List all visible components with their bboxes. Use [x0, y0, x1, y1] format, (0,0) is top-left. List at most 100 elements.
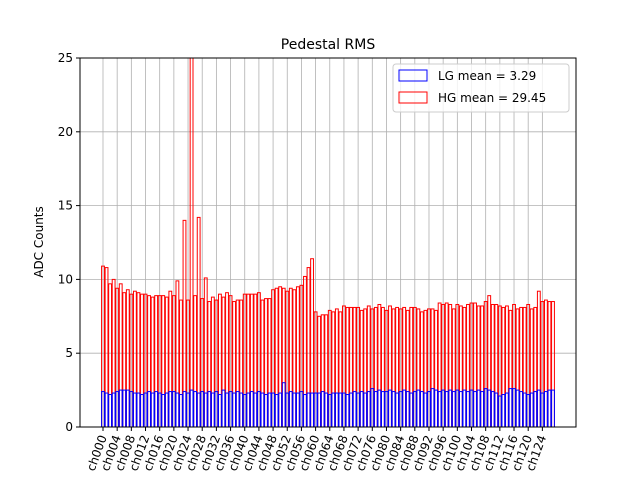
bar-lg: [434, 389, 438, 428]
bar-lg: [466, 391, 470, 428]
bar-lg: [320, 391, 325, 428]
bar-lg: [292, 392, 297, 428]
bar-lg: [310, 392, 314, 428]
y-tick-label: 5: [65, 346, 73, 360]
bar-lg: [179, 394, 183, 428]
bar-lg: [508, 388, 513, 428]
bar-lg: [473, 391, 477, 428]
bar-lg: [136, 392, 141, 428]
y-tick-label: 0: [65, 420, 73, 434]
bar-lg: [193, 391, 198, 428]
bar-lg: [487, 389, 492, 428]
y-tick-label: 15: [58, 199, 73, 213]
y-axis-ticks: 0 5 10 15 20 25: [58, 51, 80, 434]
bar-lg: [458, 391, 463, 428]
bar-lg: [419, 391, 424, 428]
legend: LG mean = 3.29 HG mean = 29.45: [392, 63, 570, 113]
bar-lg: [402, 389, 407, 428]
bar-lg: [253, 392, 258, 428]
bar-lg: [476, 389, 481, 428]
bar-lg: [260, 392, 265, 428]
bar-lg: [303, 394, 307, 428]
bar-lg: [494, 392, 499, 428]
bar-lg: [515, 389, 520, 428]
bar-lg: [161, 394, 166, 428]
bar-lg: [388, 389, 392, 428]
legend-label-hg: HG mean = 29.45: [438, 91, 546, 105]
bar-lg: [317, 392, 322, 428]
bar-lg: [140, 394, 144, 428]
bar-lg: [175, 392, 180, 428]
bar-lg: [519, 391, 524, 428]
bar-lg: [381, 391, 385, 428]
bar-lg: [543, 391, 548, 428]
bar-lg: [108, 394, 113, 428]
bar-lg: [147, 391, 151, 428]
bar-lg: [366, 391, 371, 428]
legend-swatch-lg: [398, 69, 428, 82]
bar-lg: [451, 391, 456, 428]
bar-lg: [409, 392, 414, 428]
bar-lg: [462, 389, 467, 428]
bar-lg: [338, 392, 343, 428]
bar-lg: [551, 389, 555, 428]
bar-lg: [547, 389, 552, 428]
y-axis-label: ADC Counts: [32, 206, 46, 278]
legend-swatch-hg: [398, 91, 428, 104]
y-tick-label: 20: [58, 125, 73, 139]
bar-lg: [281, 382, 286, 428]
bar-lg: [533, 391, 538, 428]
bar-lg: [395, 392, 400, 428]
chart-title: Pedestal RMS: [281, 37, 376, 53]
bar-lg: [501, 394, 506, 428]
bar-lg: [154, 391, 159, 428]
bar-lg: [196, 392, 201, 428]
bar-lg: [218, 394, 222, 428]
bar-lg: [391, 391, 396, 428]
bar-lg: [235, 391, 240, 428]
bar-lg: [377, 389, 382, 428]
y-tick-label: 25: [58, 51, 73, 65]
bar-lg: [416, 389, 421, 428]
bar-lg: [288, 391, 293, 428]
bar-lg: [444, 391, 449, 428]
bar-lg: [125, 389, 130, 428]
bar-lg: [232, 392, 237, 428]
bar-lg: [150, 392, 155, 428]
bar-lg: [334, 392, 339, 428]
bar-lg: [118, 389, 123, 428]
y-tick-label: 10: [58, 272, 73, 286]
bar-lg: [448, 389, 453, 428]
bar-lg: [210, 392, 215, 428]
bar-lg: [373, 391, 378, 428]
bar-lg: [104, 392, 109, 428]
bar-lg: [249, 391, 254, 428]
bar-lg: [405, 391, 410, 428]
bar-lg: [111, 392, 116, 428]
bar-lg: [490, 391, 495, 428]
hg-bars: [101, 57, 555, 428]
x-axis-ticks: ch000ch004ch008ch012ch016ch020ch024ch028…: [84, 427, 549, 473]
bar-lg: [306, 392, 311, 428]
bar-lg: [536, 389, 541, 428]
bar-lg: [480, 391, 485, 428]
plot-frame: [79, 57, 577, 428]
legend-frame: [392, 63, 570, 113]
bar-lg: [267, 392, 272, 428]
bar-lg: [246, 392, 251, 428]
bar-lg: [352, 391, 357, 428]
bar-lg: [274, 394, 279, 428]
bar-lg: [203, 392, 208, 428]
legend-label-lg: LG mean = 3.29: [438, 69, 536, 83]
bar-lg: [264, 394, 268, 428]
bar-lg: [437, 391, 442, 428]
bar-lg: [132, 392, 137, 428]
bar-lg: [239, 392, 244, 428]
bar-lg: [331, 392, 336, 428]
bar-lg: [345, 394, 350, 428]
bar-lg: [522, 392, 527, 428]
bar-lg: [529, 392, 534, 428]
bar-lg: [423, 392, 428, 428]
bar-lg: [324, 392, 329, 428]
